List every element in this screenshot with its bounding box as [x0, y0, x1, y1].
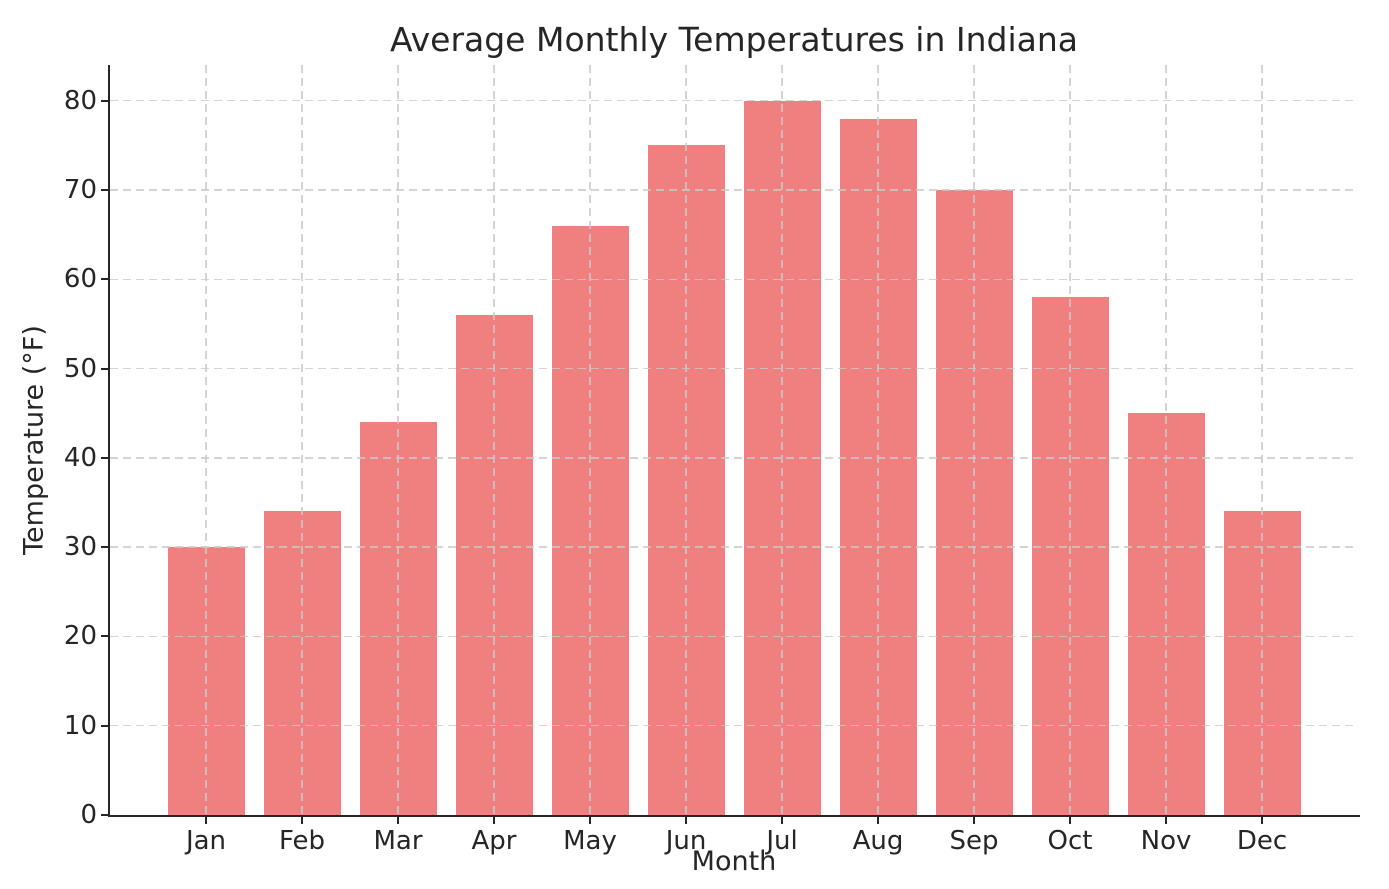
- horizontal-gridline-50: [110, 367, 1358, 370]
- x-tick-label-aug: Aug: [852, 826, 904, 856]
- y-axis-label: Temperature (°F): [18, 325, 50, 555]
- y-tick-mark-50: [101, 367, 110, 370]
- x-tick-mark-apr: [493, 817, 495, 824]
- y-tick-mark-30: [101, 546, 110, 549]
- x-tick-label-feb: Feb: [278, 826, 326, 856]
- y-tick-label-70: 70: [63, 175, 97, 205]
- y-tick-mark-10: [101, 724, 110, 727]
- vertical-gridline-aug: [877, 65, 879, 815]
- x-tick-mark-feb: [301, 817, 303, 824]
- x-tick-mark-may: [589, 817, 591, 824]
- x-tick-mark-aug: [877, 817, 879, 824]
- x-tick-label-sep: Sep: [949, 826, 999, 856]
- y-axis-spine: [108, 65, 110, 817]
- y-tick-mark-60: [101, 278, 110, 281]
- x-tick-mark-dec: [1261, 817, 1263, 824]
- horizontal-gridline-10: [110, 724, 1358, 727]
- vertical-gridline-sep: [973, 65, 975, 815]
- x-tick-label-jul: Jul: [766, 826, 798, 856]
- plot-area: Jan Feb Mar Apr May Jun Jul Aug Sep Oct Nov Dec 0 10 2…: [64, 65, 1358, 856]
- y-tick-label-60: 60: [63, 264, 97, 295]
- x-tick-mark-sep: [973, 817, 975, 824]
- vertical-gridline-jul: [781, 65, 783, 815]
- x-tick-label-apr: Apr: [471, 826, 517, 856]
- vertical-gridline-mar: [397, 65, 399, 815]
- horizontal-gridline-20: [110, 635, 1358, 638]
- x-tick-mark-oct: [1069, 817, 1071, 824]
- vertical-gridline-dec: [1261, 65, 1263, 815]
- x-axis-label: Month: [691, 846, 777, 877]
- horizontal-gridline-80: [110, 99, 1358, 102]
- vertical-gridline-jun: [685, 65, 687, 815]
- vertical-gridline-may: [589, 65, 591, 815]
- x-tick-label-oct: Oct: [1047, 826, 1093, 856]
- vertical-gridline-nov: [1165, 65, 1167, 815]
- y-tick-label-20: 20: [63, 621, 97, 652]
- chart-title: Average Monthly Temperatures in Indiana: [389, 20, 1079, 59]
- vertical-gridline-apr: [493, 65, 495, 815]
- x-tick-mark-mar: [397, 817, 399, 824]
- horizontal-gridline-60: [110, 278, 1358, 281]
- y-tick-label-80: 80: [63, 85, 97, 116]
- y-tick-mark-20: [101, 635, 110, 638]
- y-tick-label-0: 0: [80, 800, 97, 830]
- y-tick-label-50: 50: [63, 353, 97, 384]
- vertical-gridline-oct: [1069, 65, 1071, 815]
- y-tick-mark-80: [101, 99, 110, 102]
- x-axis-spine: [108, 815, 1360, 817]
- y-tick-label-10: 10: [63, 710, 97, 741]
- x-tick-label-jun: Jun: [665, 826, 707, 856]
- vertical-gridline-feb: [301, 65, 303, 815]
- y-tick-label-40: 40: [63, 442, 97, 473]
- x-tick-label-nov: Nov: [1140, 826, 1192, 856]
- x-tick-label-jan: Jan: [185, 826, 227, 856]
- x-tick-label-may: May: [563, 826, 617, 856]
- horizontal-gridline-40: [110, 457, 1358, 459]
- x-tick-mark-nov: [1165, 817, 1167, 824]
- y-tick-mark-70: [101, 189, 110, 191]
- horizontal-gridline-70: [110, 189, 1358, 191]
- x-tick-mark-jul: [781, 817, 783, 824]
- y-tick-label-30: 30: [63, 532, 97, 563]
- x-tick-label-dec: Dec: [1236, 826, 1288, 856]
- x-tick-mark-jan: [205, 817, 207, 824]
- x-tick-mark-jun: [685, 817, 687, 824]
- horizontal-gridline-30: [110, 546, 1358, 548]
- vertical-gridline-jan: [205, 65, 207, 815]
- y-tick-mark-0: [101, 814, 110, 816]
- y-tick-mark-40: [101, 456, 110, 459]
- x-tick-label-mar: Mar: [373, 826, 423, 856]
